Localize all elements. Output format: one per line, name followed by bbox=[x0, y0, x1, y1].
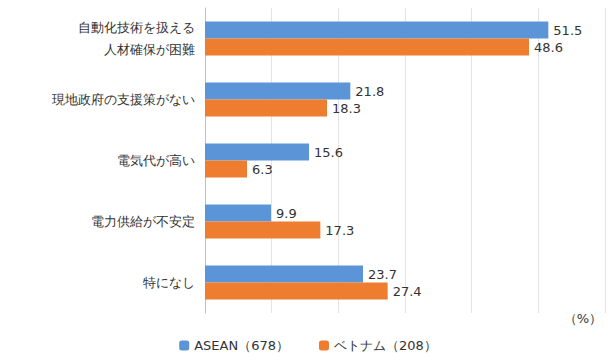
svg-text:ベトナム（208）: ベトナム（208） bbox=[334, 338, 437, 353]
svg-text:23.7: 23.7 bbox=[368, 267, 397, 282]
svg-text:17.3: 17.3 bbox=[325, 223, 354, 238]
svg-text:15.6: 15.6 bbox=[314, 145, 343, 160]
svg-text:6.3: 6.3 bbox=[252, 162, 273, 177]
svg-text:51.5: 51.5 bbox=[553, 23, 582, 38]
svg-text:電気代が高い: 電気代が高い bbox=[117, 153, 195, 168]
svg-text:自動化技術を扱える: 自動化技術を扱える bbox=[78, 20, 195, 35]
svg-text:ASEAN（678）: ASEAN（678） bbox=[194, 338, 289, 353]
svg-text:（%）: （%） bbox=[564, 311, 602, 326]
svg-text:人材確保が困難: 人材確保が困難 bbox=[104, 42, 195, 57]
svg-text:現地政府の支援策がない: 現地政府の支援策がない bbox=[52, 92, 195, 107]
svg-text:27.4: 27.4 bbox=[393, 284, 422, 299]
svg-text:電力供給が不安定: 電力供給が不安定 bbox=[91, 214, 195, 229]
svg-text:18.3: 18.3 bbox=[332, 101, 361, 116]
svg-text:9.9: 9.9 bbox=[276, 206, 297, 221]
svg-text:特になし: 特になし bbox=[143, 275, 195, 290]
svg-text:48.6: 48.6 bbox=[534, 40, 563, 55]
svg-text:21.8: 21.8 bbox=[355, 84, 384, 99]
